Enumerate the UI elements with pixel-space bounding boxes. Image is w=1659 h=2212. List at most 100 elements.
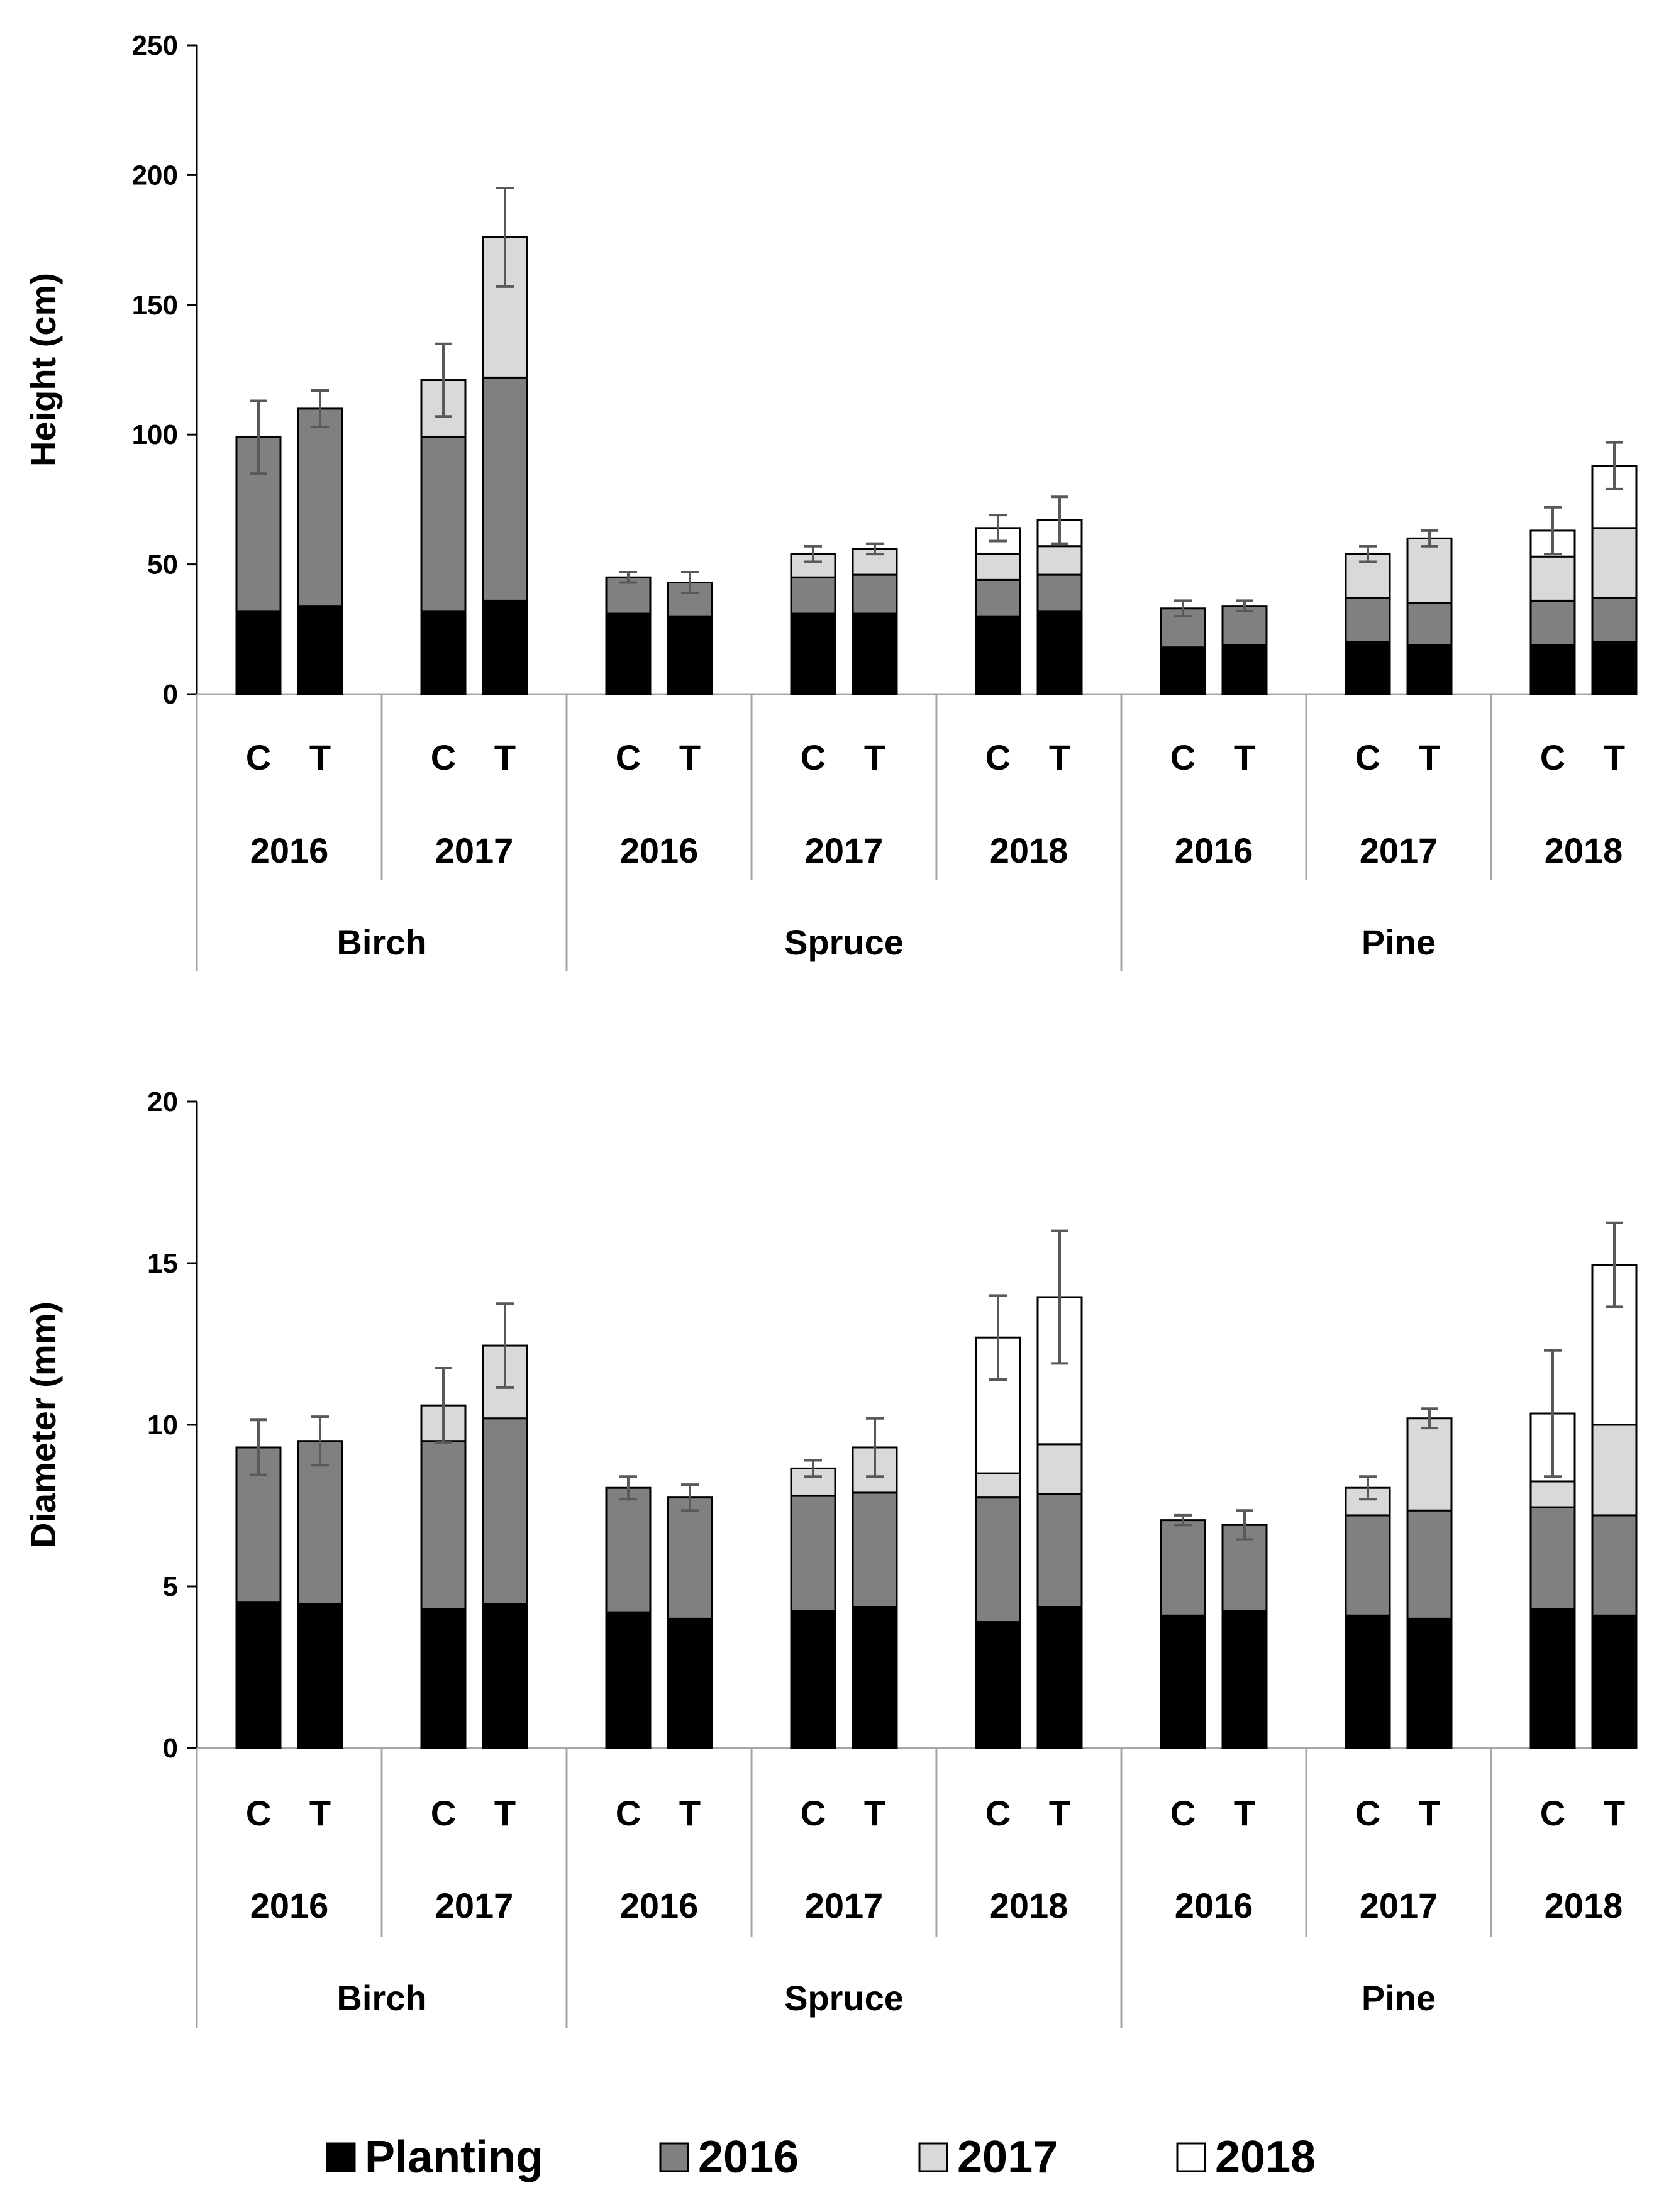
species-label: Spruce — [784, 922, 904, 962]
legend-swatch-2018 — [1176, 2142, 1206, 2172]
bar-segment-spruce-2018-t-2016 — [1036, 1493, 1083, 1608]
species-label: Birch — [336, 922, 426, 962]
bar-segment-spruce-2016-t-planting — [667, 615, 713, 695]
bar-segment-birch-2016-c-planting — [235, 1601, 282, 1749]
bar-segment-spruce-2018-t-planting — [1036, 1606, 1083, 1749]
bar-segment-spruce-2018-t-2017 — [1036, 545, 1083, 576]
treatment-label: T — [1234, 738, 1255, 777]
bar-segment-birch-2016-t-planting — [297, 605, 343, 695]
bar-segment-pine-2016-t-planting — [1221, 644, 1268, 695]
legend-label-2016: 2016 — [698, 2132, 799, 2182]
bar-segment-spruce-2018-t-2016 — [1036, 573, 1083, 612]
treatment-label: C — [1355, 1793, 1380, 1833]
treatment-label: C — [1170, 738, 1196, 777]
y-tick-label: 0 — [163, 1733, 178, 1764]
bar-segment-pine-2018-t-planting — [1591, 1614, 1638, 1749]
bar-segment-spruce-2016-c-planting — [605, 1611, 652, 1749]
bar-segment-pine-2016-c-planting — [1160, 646, 1206, 695]
treatment-label: T — [1419, 1793, 1440, 1833]
bar-segment-birch-2017-c-2016 — [420, 1440, 467, 1610]
y-tick-label: 5 — [163, 1571, 178, 1602]
treatment-label: T — [1604, 738, 1625, 777]
bar-segment-pine-2018-t-2017 — [1591, 527, 1638, 599]
bar-segment-pine-2017-c-2016 — [1345, 597, 1391, 643]
year-label: 2017 — [1360, 831, 1438, 870]
year-label: 2017 — [435, 831, 514, 870]
treatment-label: C — [801, 738, 826, 777]
year-label: 2016 — [620, 831, 699, 870]
bar-segment-pine-2018-c-planting — [1529, 1608, 1576, 1749]
treatment-label: T — [864, 738, 885, 777]
y-tick-label: 20 — [147, 1087, 178, 1117]
bar-segment-spruce-2018-c-planting — [975, 1621, 1021, 1749]
bar-segment-spruce-2018-c-2016 — [975, 1496, 1021, 1623]
bar-segment-pine-2017-t-2017 — [1406, 1417, 1453, 1512]
bar-segment-pine-2018-c-planting — [1529, 644, 1576, 695]
bar-segment-birch-2017-c-planting — [420, 1608, 467, 1749]
bar-segment-spruce-2016-t-planting — [667, 1617, 713, 1749]
bar-segment-spruce-2018-c-2017 — [975, 1472, 1021, 1499]
bar-segment-pine-2018-t-2016 — [1591, 597, 1638, 643]
treatment-label: T — [1604, 1793, 1625, 1833]
treatment-label: C — [985, 1793, 1011, 1833]
bar-segment-spruce-2018-c-planting — [975, 615, 1021, 695]
treatment-label: T — [494, 738, 516, 777]
year-label: 2018 — [990, 831, 1068, 870]
bar-segment-birch-2017-c-planting — [420, 610, 467, 695]
treatment-label: C — [1355, 738, 1380, 777]
y-tick-label: 100 — [132, 419, 178, 450]
year-label: 2016 — [1175, 1886, 1253, 1925]
treatment-label: T — [494, 1793, 516, 1833]
treatment-label: T — [679, 738, 701, 777]
bar-segment-birch-2016-t-2016 — [297, 1440, 343, 1605]
bar-segment-pine-2016-t-2016 — [1221, 605, 1268, 646]
treatment-label: T — [309, 738, 331, 777]
treatment-label: T — [1419, 738, 1440, 777]
year-label: 2018 — [990, 1886, 1068, 1925]
bar-segment-pine-2018-t-planting — [1591, 641, 1638, 695]
species-label: Pine — [1362, 922, 1436, 962]
bar-segment-spruce-2018-t-planting — [1036, 610, 1083, 695]
legend: Planting 2016 2017 2018 — [326, 2132, 1316, 2182]
legend-label-planting: Planting — [365, 2132, 543, 2182]
bar-segment-spruce-2017-t-planting — [852, 1606, 898, 1749]
year-label: 2017 — [805, 1886, 884, 1925]
bar-segment-spruce-2016-c-2016 — [605, 1486, 652, 1613]
y-tick-label: 50 — [147, 550, 178, 580]
legend-swatch-2017 — [918, 2142, 948, 2172]
legend-swatch-planting — [326, 2142, 356, 2172]
treatment-label: C — [1540, 1793, 1565, 1833]
bar-segment-birch-2016-c-planting — [235, 610, 282, 695]
species-label: Pine — [1362, 1978, 1436, 2018]
year-label: 2018 — [1545, 831, 1623, 870]
bar-segment-pine-2017-c-2016 — [1345, 1514, 1391, 1617]
bar-segment-spruce-2017-c-2016 — [790, 1495, 836, 1612]
treatment-label: C — [801, 1793, 826, 1833]
y-tick-label: 15 — [147, 1248, 178, 1279]
treatment-label: T — [1234, 1793, 1255, 1833]
bar-segment-pine-2018-t-2017 — [1591, 1424, 1638, 1517]
treatment-label: C — [431, 738, 456, 777]
bar-segment-pine-2016-c-planting — [1160, 1614, 1206, 1749]
bar-segment-pine-2017-c-planting — [1345, 641, 1391, 695]
bar-segment-pine-2017-t-planting — [1406, 1617, 1453, 1749]
year-label: 2016 — [250, 831, 329, 870]
treatment-label: C — [431, 1793, 456, 1833]
bar-segment-birch-2017-t-planting — [482, 599, 528, 695]
treatment-label: T — [679, 1793, 701, 1833]
bar-segment-spruce-2017-c-planting — [790, 1610, 836, 1749]
treatment-label: C — [1540, 738, 1565, 777]
legend-swatch-2016 — [659, 2142, 689, 2172]
bar-segment-birch-2017-t-planting — [482, 1603, 528, 1749]
treatment-label: T — [309, 1793, 331, 1833]
bar-segment-pine-2016-t-planting — [1221, 1610, 1268, 1749]
treatment-label: C — [246, 1793, 271, 1833]
bar-segment-birch-2017-c-2016 — [420, 436, 467, 612]
bar-segment-pine-2018-c-2016 — [1529, 1506, 1576, 1610]
y-axis-title: Diameter (mm) — [23, 1302, 63, 1548]
y-tick-label: 0 — [163, 679, 178, 710]
bar-segment-pine-2018-c-2017 — [1529, 1480, 1576, 1508]
bar-segment-birch-2016-t-planting — [297, 1603, 343, 1749]
treatment-label: C — [616, 738, 641, 777]
